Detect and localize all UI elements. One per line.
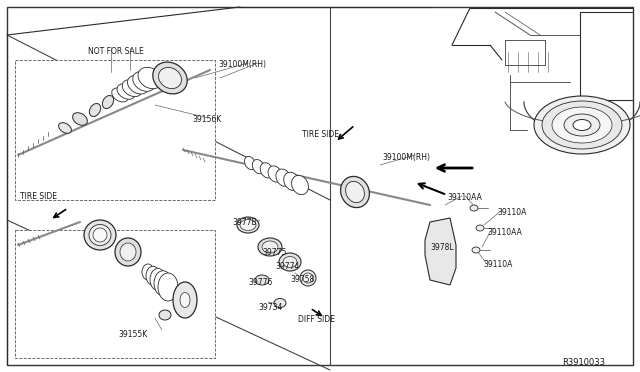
Ellipse shape: [274, 298, 286, 308]
Ellipse shape: [276, 169, 291, 186]
Ellipse shape: [470, 205, 478, 211]
Ellipse shape: [279, 253, 301, 271]
Ellipse shape: [154, 271, 172, 296]
Text: 39155K: 39155K: [118, 330, 147, 339]
Ellipse shape: [472, 247, 480, 253]
Ellipse shape: [346, 182, 364, 203]
Ellipse shape: [90, 103, 100, 116]
Text: 3977B: 3977B: [232, 218, 257, 227]
Ellipse shape: [303, 273, 313, 283]
Text: TIRE SIDE: TIRE SIDE: [302, 130, 339, 139]
Text: 39100M(RH): 39100M(RH): [382, 153, 430, 162]
Text: TIRE SIDE: TIRE SIDE: [20, 192, 57, 201]
Ellipse shape: [158, 273, 178, 301]
Ellipse shape: [153, 62, 188, 94]
Ellipse shape: [534, 96, 630, 154]
Ellipse shape: [120, 243, 136, 261]
Ellipse shape: [476, 225, 484, 231]
Ellipse shape: [89, 224, 111, 246]
Ellipse shape: [127, 76, 148, 94]
Ellipse shape: [573, 119, 591, 131]
Polygon shape: [425, 218, 456, 285]
Ellipse shape: [283, 257, 297, 267]
Ellipse shape: [300, 270, 316, 286]
Text: 3978L: 3978L: [430, 243, 454, 252]
Ellipse shape: [72, 113, 88, 125]
Ellipse shape: [84, 220, 116, 250]
Ellipse shape: [292, 175, 308, 195]
Text: 39110AA: 39110AA: [447, 193, 482, 202]
Text: 39110A: 39110A: [497, 208, 526, 217]
Ellipse shape: [102, 96, 114, 109]
Ellipse shape: [132, 71, 156, 92]
Text: 39734: 39734: [258, 303, 282, 312]
Ellipse shape: [268, 166, 282, 182]
Ellipse shape: [117, 84, 135, 99]
Ellipse shape: [284, 172, 300, 190]
Text: 39775: 39775: [262, 248, 286, 257]
Ellipse shape: [173, 282, 197, 318]
Ellipse shape: [255, 275, 269, 285]
Ellipse shape: [340, 176, 369, 208]
Bar: [15, 60, 215, 200]
Text: NOT FOR SALE: NOT FOR SALE: [88, 47, 144, 56]
Text: 39156K: 39156K: [192, 115, 221, 124]
Ellipse shape: [244, 156, 255, 170]
Ellipse shape: [180, 292, 190, 308]
Text: 39110AA: 39110AA: [487, 228, 522, 237]
Ellipse shape: [112, 88, 128, 102]
Text: 39774: 39774: [275, 262, 300, 271]
Ellipse shape: [150, 269, 166, 291]
Ellipse shape: [552, 107, 612, 143]
Ellipse shape: [122, 80, 141, 97]
Ellipse shape: [237, 217, 259, 233]
Ellipse shape: [252, 160, 264, 174]
Ellipse shape: [142, 264, 154, 280]
Text: R3910033: R3910033: [562, 358, 605, 367]
Ellipse shape: [159, 310, 171, 320]
Ellipse shape: [260, 163, 273, 178]
Text: 39758: 39758: [290, 275, 314, 284]
Ellipse shape: [159, 67, 182, 89]
Ellipse shape: [240, 219, 256, 231]
Text: 39110A: 39110A: [483, 260, 513, 269]
Bar: [15, 230, 215, 358]
Ellipse shape: [262, 241, 278, 253]
Ellipse shape: [564, 114, 600, 136]
Ellipse shape: [542, 101, 622, 149]
Ellipse shape: [115, 238, 141, 266]
Ellipse shape: [138, 67, 162, 89]
Text: 39100M(RH): 39100M(RH): [218, 60, 266, 69]
Ellipse shape: [93, 228, 107, 242]
Ellipse shape: [59, 123, 72, 133]
Text: 39776: 39776: [248, 278, 273, 287]
Text: DIFF SIDE: DIFF SIDE: [298, 315, 335, 324]
Ellipse shape: [146, 266, 160, 285]
Ellipse shape: [258, 238, 282, 256]
